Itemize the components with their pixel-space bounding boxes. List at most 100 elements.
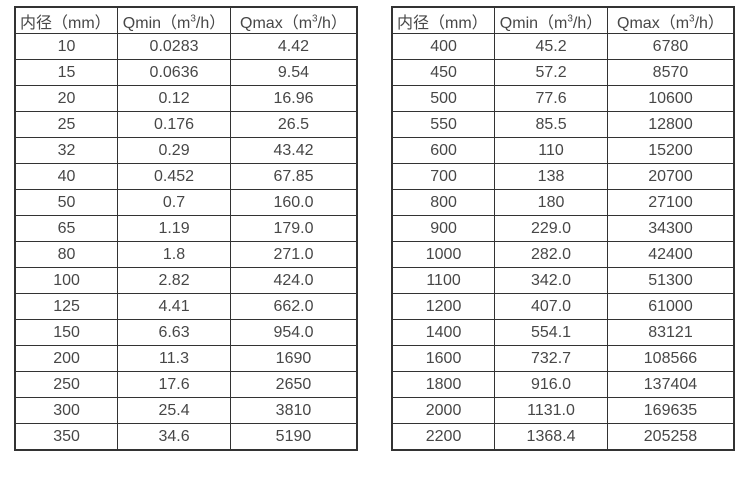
table-row: 1800 916.0 137404	[391, 371, 735, 398]
table-row: 1100 342.0 51300	[391, 267, 735, 294]
cell-qmin: 25.4	[117, 397, 231, 424]
cell-qmax: 1690	[229, 345, 358, 372]
cell-qmax: 20700	[606, 163, 735, 190]
header-label: Qmin（m	[499, 14, 568, 32]
table-row: 100 2.82 424.0	[14, 267, 358, 294]
cell-diameter: 100	[14, 267, 119, 294]
superscript: 3	[689, 13, 695, 25]
cell-qmin: 4.41	[117, 293, 231, 320]
cell-qmin: 1368.4	[494, 423, 608, 451]
cell-qmin: 1131.0	[494, 397, 608, 424]
cell-qmax: 10600	[606, 85, 735, 112]
table-row: 600 110 15200	[391, 137, 735, 164]
cell-qmax: 42400	[606, 241, 735, 268]
cell-qmin: 110	[494, 137, 608, 164]
cell-qmin: 17.6	[117, 371, 231, 398]
cell-qmax: 424.0	[229, 267, 358, 294]
cell-diameter: 1100	[391, 267, 496, 294]
cell-diameter: 15	[14, 59, 119, 86]
qmin-column-header: Qmin（m3/h）	[117, 6, 231, 34]
cell-qmin: 916.0	[494, 371, 608, 398]
cell-qmin: 342.0	[494, 267, 608, 294]
cell-diameter: 50	[14, 189, 119, 216]
table-row: 50 0.7 160.0	[14, 189, 358, 216]
cell-diameter: 1600	[391, 345, 496, 372]
cell-qmin: 0.7	[117, 189, 231, 216]
cell-qmax: 15200	[606, 137, 735, 164]
cell-diameter: 800	[391, 189, 496, 216]
cell-diameter: 900	[391, 215, 496, 242]
qmin-column-header: Qmin（m3/h）	[494, 6, 608, 34]
cell-qmax: 179.0	[229, 215, 358, 242]
cell-qmin: 138	[494, 163, 608, 190]
cell-diameter: 250	[14, 371, 119, 398]
cell-diameter: 40	[14, 163, 119, 190]
table-row: 400 45.2 6780	[391, 33, 735, 60]
cell-diameter: 350	[14, 423, 119, 451]
table-row: 125 4.41 662.0	[14, 293, 358, 320]
table-row: 550 85.5 12800	[391, 111, 735, 138]
cell-qmin: 77.6	[494, 85, 608, 112]
cell-qmin: 6.63	[117, 319, 231, 346]
diameter-column-header: 内径（mm）	[14, 6, 119, 34]
cell-diameter: 700	[391, 163, 496, 190]
cell-diameter: 25	[14, 111, 119, 138]
table-row: 500 77.6 10600	[391, 85, 735, 112]
cell-qmax: 6780	[606, 33, 735, 60]
table-row: 200 11.3 1690	[14, 345, 358, 372]
cell-diameter: 20	[14, 85, 119, 112]
cell-diameter: 125	[14, 293, 119, 320]
table-row: 2200 1368.4 205258	[391, 423, 735, 451]
cell-qmin: 11.3	[117, 345, 231, 372]
superscript: 3	[567, 13, 573, 25]
cell-diameter: 500	[391, 85, 496, 112]
cell-qmax: 61000	[606, 293, 735, 320]
table-row: 450 57.2 8570	[391, 59, 735, 86]
cell-diameter: 200	[14, 345, 119, 372]
qmax-column-header: Qmax（m3/h）	[606, 6, 735, 34]
table-row: 65 1.19 179.0	[14, 215, 358, 242]
header-label: Qmax（m	[617, 14, 690, 32]
table-row: 1000 282.0 42400	[391, 241, 735, 268]
table-row: 800 180 27100	[391, 189, 735, 216]
cell-diameter: 2200	[391, 423, 496, 451]
cell-qmax: 83121	[606, 319, 735, 346]
cell-qmax: 9.54	[229, 59, 358, 86]
cell-qmin: 0.12	[117, 85, 231, 112]
cell-diameter: 550	[391, 111, 496, 138]
cell-qmax: 954.0	[229, 319, 358, 346]
cell-qmin: 732.7	[494, 345, 608, 372]
superscript: 3	[190, 13, 196, 25]
cell-qmax: 27100	[606, 189, 735, 216]
cell-qmin: 0.452	[117, 163, 231, 190]
cell-diameter: 1200	[391, 293, 496, 320]
table-row: 1600 732.7 108566	[391, 345, 735, 372]
table-row: 15 0.0636 9.54	[14, 59, 358, 86]
header-row: 内径（mm） Qmin（m3/h） Qmax（m3/h）	[14, 6, 358, 34]
header-label: 内径（mm）	[397, 14, 488, 32]
cell-qmax: 2650	[229, 371, 358, 398]
cell-qmin: 1.8	[117, 241, 231, 268]
cell-qmax: 67.85	[229, 163, 358, 190]
qmax-column-header: Qmax（m3/h）	[229, 6, 358, 34]
cell-qmax: 43.42	[229, 137, 358, 164]
cell-diameter: 600	[391, 137, 496, 164]
table-row: 80 1.8 271.0	[14, 241, 358, 268]
table-row: 1400 554.1 83121	[391, 319, 735, 346]
table-row: 25 0.176 26.5	[14, 111, 358, 138]
cell-diameter: 65	[14, 215, 119, 242]
cell-qmin: 45.2	[494, 33, 608, 60]
table-row: 300 25.4 3810	[14, 397, 358, 424]
cell-diameter: 1800	[391, 371, 496, 398]
table-row: 10 0.0283 4.42	[14, 33, 358, 60]
cell-diameter: 400	[391, 33, 496, 60]
cell-qmax: 662.0	[229, 293, 358, 320]
header-label-unit: /h）	[694, 14, 724, 32]
header-label: 内径（mm）	[20, 14, 111, 32]
cell-diameter: 32	[14, 137, 119, 164]
cell-diameter: 80	[14, 241, 119, 268]
cell-qmin: 85.5	[494, 111, 608, 138]
header-label-unit: /h）	[572, 14, 603, 32]
flow-table-large-diameters: 内径（mm） Qmin（m3/h） Qmax（m3/h） 400 45.2 6780 450…	[391, 6, 735, 451]
cell-qmin: 554.1	[494, 319, 608, 346]
